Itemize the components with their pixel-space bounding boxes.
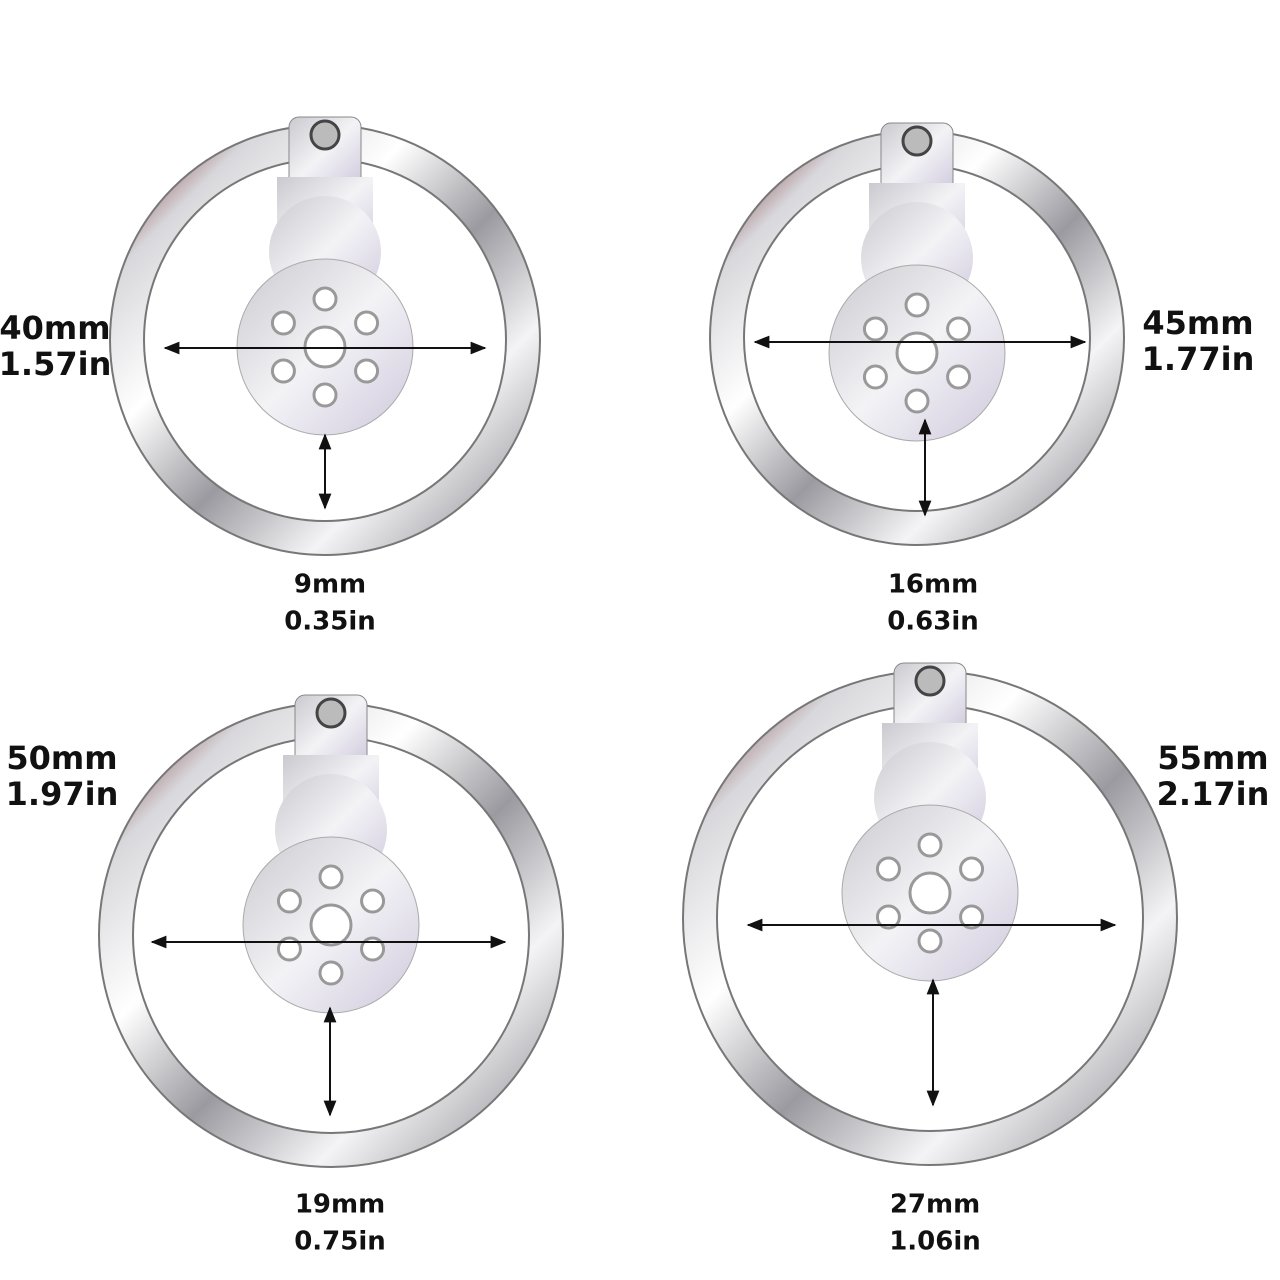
gap-in: 1.06in (889, 1227, 981, 1257)
vent-hole (318, 864, 344, 890)
vent-hole (360, 888, 386, 914)
ring-product (682, 662, 1178, 1166)
ring-product (709, 122, 1125, 546)
vent-hole (875, 856, 901, 882)
vent-hole (270, 310, 296, 336)
diameter-mm: 55mm (1157, 739, 1268, 777)
vent-hole (946, 316, 972, 342)
gap-mm: 27mm (890, 1190, 980, 1220)
gap-in: 0.35in (284, 607, 376, 637)
diameter-mm: 50mm (6, 739, 117, 777)
vent-hole (312, 286, 338, 312)
center-hole (895, 331, 939, 375)
center-hole (908, 871, 952, 915)
vent-hole (946, 364, 972, 390)
ring-product (98, 694, 564, 1168)
gap-mm: 19mm (295, 1190, 385, 1220)
diameter-mm: 40mm (0, 309, 111, 347)
gap-mm: 9mm (294, 570, 366, 600)
center-hole (309, 903, 353, 947)
gap-in: 0.63in (887, 607, 979, 637)
vent-hole (862, 364, 888, 390)
vent-hole (276, 888, 302, 914)
gap-in: 0.75in (294, 1227, 386, 1257)
diameter-in: 1.57in (0, 345, 111, 383)
screw (315, 697, 347, 729)
vent-hole (354, 358, 380, 384)
vent-hole (917, 832, 943, 858)
gap-mm: 16mm (888, 570, 978, 600)
vent-hole (904, 388, 930, 414)
diameter-in: 2.17in (1157, 775, 1270, 813)
diameter-in: 1.77in (1142, 340, 1255, 378)
vent-hole (270, 358, 296, 384)
screw (309, 119, 341, 151)
vent-hole (318, 960, 344, 986)
vent-hole (904, 292, 930, 318)
vent-hole (862, 316, 888, 342)
diameter-in: 1.97in (6, 775, 119, 813)
vent-hole (917, 928, 943, 954)
diameter-mm: 45mm (1142, 304, 1253, 342)
screw (914, 665, 946, 697)
vent-hole (959, 856, 985, 882)
screw (901, 125, 933, 157)
vent-hole (312, 382, 338, 408)
vent-hole (354, 310, 380, 336)
